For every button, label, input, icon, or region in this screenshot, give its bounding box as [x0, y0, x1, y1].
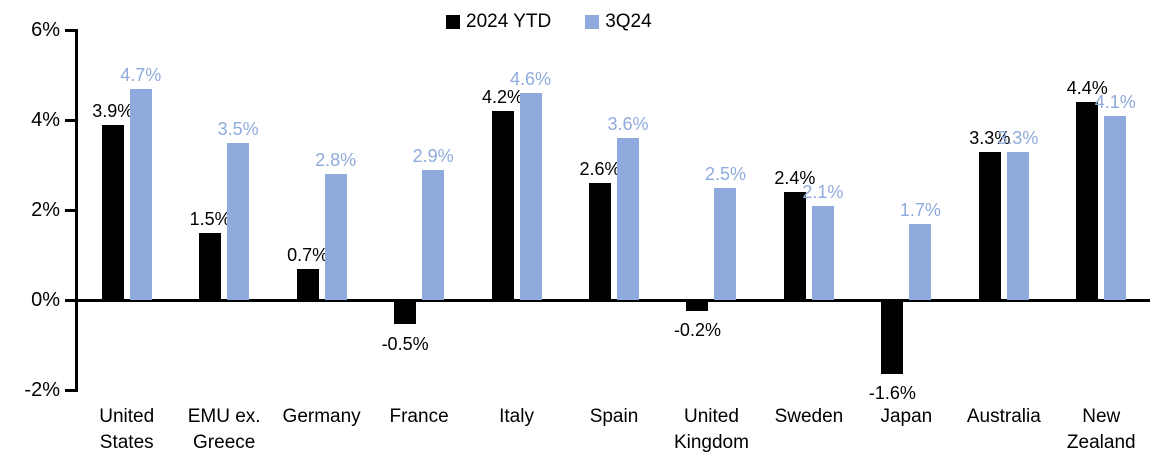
bar-value-label: 4.4%: [1066, 78, 1108, 98]
x-category-label: France: [389, 406, 449, 427]
bar-3q24: [422, 169, 445, 300]
bar-value-label: 2.6%: [579, 159, 621, 179]
bar-2024ytd: [101, 124, 124, 300]
bar-2024ytd: [1076, 102, 1099, 300]
legend-swatch-2024ytd: [446, 15, 460, 29]
bar-2024ytd: [491, 111, 514, 300]
bar-value-label: 3.3%: [969, 127, 1011, 148]
x-category-label: Italy: [499, 406, 534, 427]
bar-3q24: [811, 205, 834, 300]
bar-2024ytd: [199, 232, 222, 300]
bar-2024ytd: [589, 183, 611, 300]
y-tick-label: 0%: [31, 289, 60, 311]
y-tick-label: 4%: [31, 109, 60, 131]
bar-3q24: [519, 93, 542, 300]
y-tick-label: 6%: [31, 19, 60, 41]
bar-3q24: [909, 223, 932, 300]
bar-value-label: 2.9%: [412, 145, 454, 166]
bar-3q24: [714, 187, 737, 300]
y-tick-label: -2%: [24, 379, 60, 401]
x-category-label: Australia: [966, 406, 1041, 427]
bar-2024ytd: [881, 301, 904, 374]
legend-label-2024ytd: 2024 YTD: [466, 11, 552, 32]
legend-swatch-3q24: [585, 15, 600, 29]
bar-value-label: 3.3%: [997, 127, 1039, 148]
y-axis-tick: [65, 298, 78, 302]
y-tick-label: 2%: [31, 199, 60, 221]
bar-value-label: -1.6%: [868, 383, 916, 403]
bar-value-label: -0.2%: [673, 320, 721, 340]
bar-value-label: 2.4%: [774, 168, 816, 188]
x-category-label: Germany: [282, 406, 361, 427]
bar-value-label: 4.2%: [482, 87, 524, 107]
bar-value-label: 2.1%: [802, 181, 844, 202]
bar-value-label: 3.5%: [217, 118, 259, 139]
bar-value-label: 3.9%: [92, 100, 134, 121]
bar-2024ytd: [686, 301, 709, 311]
legend-entry-3q24: 3Q24: [585, 11, 652, 33]
bar-3q24: [1006, 151, 1029, 300]
bar-2024ytd: [394, 301, 417, 324]
bar-2024ytd: [296, 268, 319, 300]
bar-value-label: 2.5%: [704, 163, 746, 184]
y-axis-tick: [65, 208, 78, 212]
bar-2024ytd: [978, 151, 1001, 300]
bar-value-label: 4.1%: [1094, 91, 1136, 112]
bar-value-label: 1.7%: [899, 199, 941, 220]
bar-3q24: [129, 88, 152, 300]
y-axis-tick: [65, 118, 78, 122]
bar-3q24: [617, 138, 639, 300]
bar-value-label: 1.5%: [189, 208, 231, 229]
x-category-label: EMU ex. Greece: [187, 406, 261, 453]
x-axis-zero-line: [75, 298, 1150, 302]
x-category-label: Spain: [589, 406, 639, 427]
bar-3q24: [227, 142, 250, 300]
bar-2024ytd: [783, 192, 806, 300]
legend-entry-2024ytd: 2024 YTD: [446, 11, 551, 33]
x-category-label: Japan: [880, 406, 933, 427]
bar-value-label: 4.7%: [120, 64, 162, 85]
x-category-label: United Kingdom: [673, 406, 749, 453]
legend: 2024 YTD 3Q24: [446, 11, 652, 33]
bar-value-label: 4.6%: [510, 69, 552, 89]
bar-3q24: [324, 174, 347, 300]
legend-label-3q24: 3Q24: [605, 11, 652, 32]
bar-3q24: [1104, 115, 1127, 300]
x-category-label: New Zealand: [1066, 406, 1136, 453]
x-category-label: United States: [99, 406, 155, 453]
bar-value-label: 0.7%: [287, 244, 329, 265]
bar-value-label: 2.8%: [315, 150, 357, 170]
y-axis-tick: [65, 388, 78, 392]
x-category-label: Sweden: [774, 406, 844, 427]
bar-value-label: -0.5%: [381, 333, 429, 354]
y-axis-tick: [65, 28, 78, 32]
bar-value-label: 3.6%: [607, 114, 649, 134]
